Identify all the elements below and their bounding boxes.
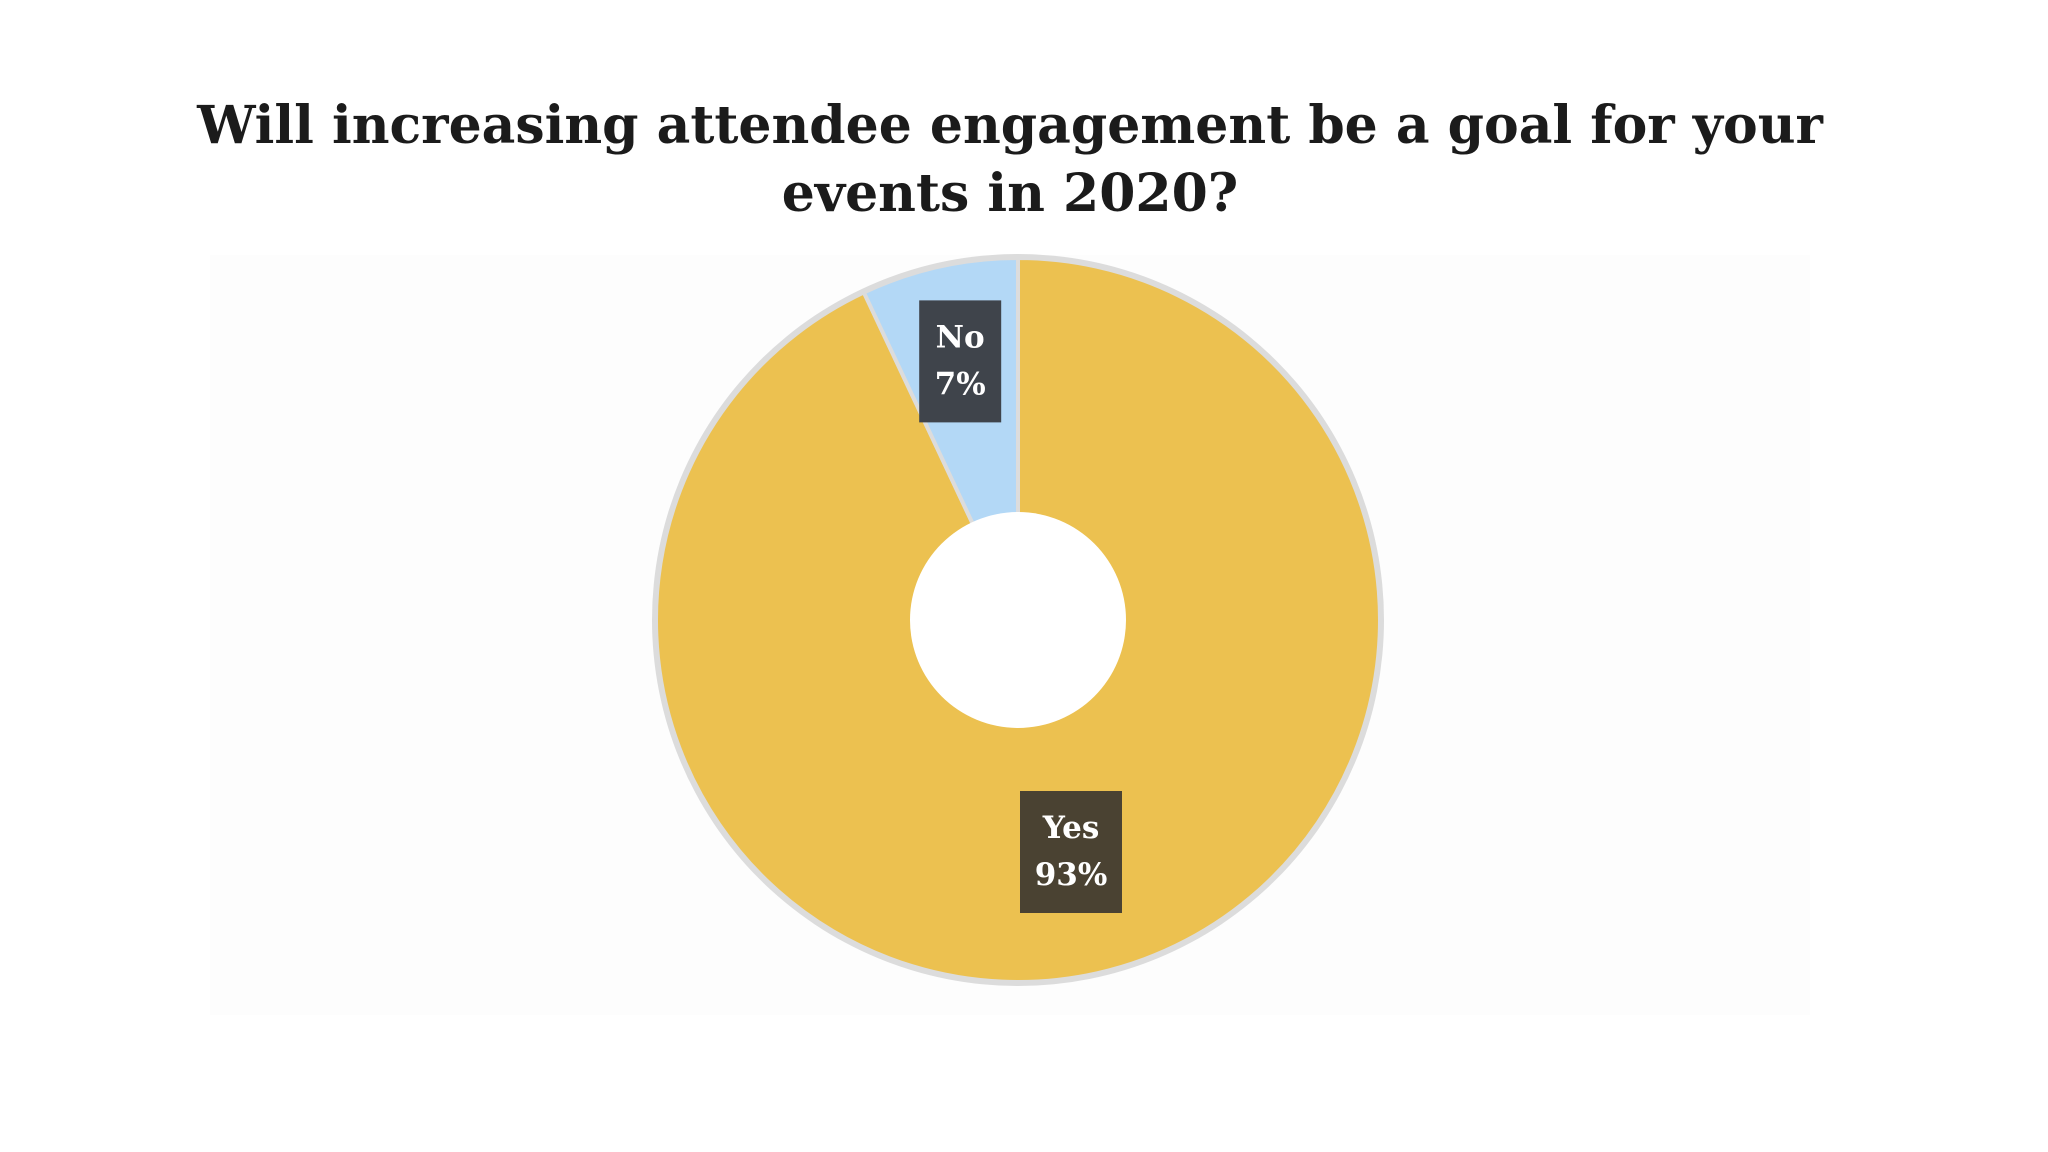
data-label-box	[1020, 791, 1122, 913]
data-label-yes: Yes 93%	[1020, 791, 1122, 913]
data-label-box	[919, 300, 1002, 423]
slice-value-label: 93%	[1035, 857, 1108, 893]
data-label-no: No 7%	[919, 300, 1002, 423]
slice-value-label: 7%	[935, 366, 986, 402]
chart-title: Will increasing attendee engagement be a…	[197, 95, 1823, 224]
slice-category-label: No	[936, 319, 985, 355]
slice-category-label: Yes	[1042, 810, 1100, 846]
donut-hole	[910, 512, 1126, 728]
labels-layer: Yes 93% No 7%	[919, 300, 1122, 913]
